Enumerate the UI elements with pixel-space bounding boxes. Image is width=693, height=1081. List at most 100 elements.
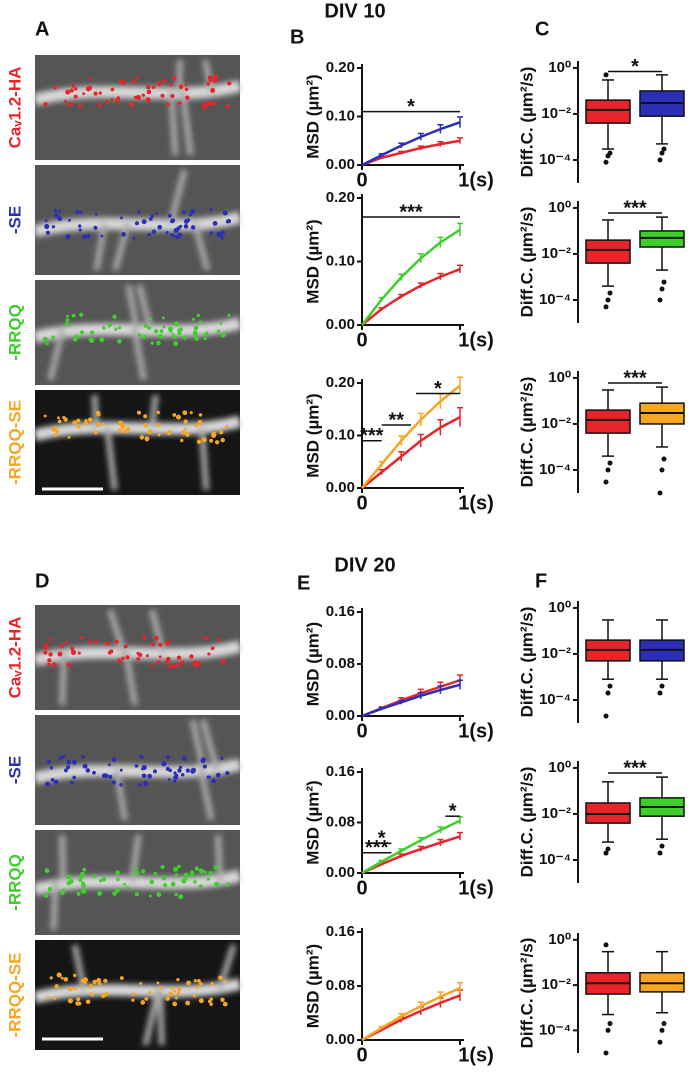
trajectory-dot xyxy=(88,640,92,644)
significance-label: * xyxy=(631,56,639,78)
trajectory-dot xyxy=(149,879,155,885)
box xyxy=(585,409,631,434)
trajectory-dot xyxy=(141,93,146,97)
trajectory-dot xyxy=(157,333,163,339)
trajectory-dot xyxy=(64,640,68,645)
trajectory-dot xyxy=(219,430,224,435)
trajectory-dot xyxy=(111,757,117,762)
trajectory-dot xyxy=(48,638,53,642)
trajectory-dot xyxy=(44,868,50,874)
trajectory-dot xyxy=(143,414,148,419)
x-tick-label: 0 xyxy=(356,169,367,191)
spine xyxy=(200,719,220,772)
trajectory-dot xyxy=(141,219,147,225)
trajectory-dot xyxy=(180,438,184,443)
trajectory-dot xyxy=(170,663,176,669)
msd-line xyxy=(361,994,461,1042)
trajectory-dot xyxy=(79,312,84,317)
trajectory-dot xyxy=(225,424,229,429)
trajectory-dot xyxy=(93,430,98,435)
trajectory-dot xyxy=(216,329,221,333)
outlier xyxy=(603,304,609,310)
spine xyxy=(131,328,147,381)
trajectory-dot xyxy=(217,638,221,642)
y-tick-label: 10⁰ xyxy=(548,931,571,948)
trajectory-dot xyxy=(116,877,120,882)
image-label: -RRQQ xyxy=(5,854,24,911)
trajectory-dot xyxy=(161,316,165,320)
trajectory-dot xyxy=(68,878,74,884)
outlier xyxy=(603,713,609,719)
trajectory-dot xyxy=(189,654,194,659)
trajectory-dot xyxy=(136,410,142,415)
trajectory-dot xyxy=(44,219,48,223)
trajectory-dot xyxy=(176,655,182,660)
trajectory-dot xyxy=(57,651,63,657)
trajectory-dot xyxy=(71,650,76,655)
y-axis-label: MSD (µm²) xyxy=(303,622,322,706)
trajectory-dot xyxy=(43,101,48,107)
trajectory-dot xyxy=(82,763,88,769)
y-tick-label: 0.10 xyxy=(326,107,355,124)
y-tick-label: 0.16 xyxy=(326,763,355,780)
trajectory-dot xyxy=(83,980,87,985)
trajectory-dot xyxy=(150,214,155,218)
trajectory-dot xyxy=(134,892,139,897)
trajectory-dot xyxy=(62,415,66,420)
trajectory-dot xyxy=(73,87,78,91)
trajectory-dot xyxy=(180,660,185,665)
trajectory-dot xyxy=(146,85,151,90)
trajectory-dot xyxy=(71,313,76,318)
trajectory-dot xyxy=(46,996,50,1000)
trajectory-dot xyxy=(80,635,84,639)
image-label: -RRQQ-SE xyxy=(5,953,24,1038)
outlier xyxy=(603,479,609,485)
msd-line xyxy=(361,835,461,875)
dendrite xyxy=(33,719,242,821)
outlier xyxy=(607,290,613,296)
msd-line xyxy=(361,139,461,167)
trajectory-dot xyxy=(188,212,193,217)
trajectory-dot xyxy=(119,768,123,772)
trajectory-dot xyxy=(183,224,189,229)
trajectory-dot xyxy=(134,764,139,768)
outlier xyxy=(603,72,609,78)
trajectory-dot xyxy=(58,756,63,761)
trajectory-dot xyxy=(210,88,216,93)
trajectory-dot xyxy=(117,338,122,344)
trajectory-dot xyxy=(97,891,103,897)
y-tick-label: 10⁻⁴ xyxy=(539,461,571,478)
dendrite xyxy=(33,394,242,491)
msd-line xyxy=(361,683,461,718)
trajectory-dot xyxy=(206,81,211,86)
msd-line xyxy=(361,384,461,489)
trajectory-dot xyxy=(171,76,177,81)
trajectory-dot xyxy=(76,997,81,1002)
trajectory-dot xyxy=(66,662,71,667)
y-tick-label: 10⁻⁴ xyxy=(539,151,571,168)
trajectory-dot xyxy=(207,75,213,81)
trajectory-dot xyxy=(136,657,140,661)
trajectory-dot xyxy=(135,94,141,100)
x-tick-label: 0 xyxy=(356,492,367,514)
y-axis-label: Diff.C. (µm²/s) xyxy=(517,207,536,318)
trajectory-dot xyxy=(199,981,203,986)
trajectory-dot xyxy=(123,882,127,886)
panel-letter: E xyxy=(297,572,310,594)
trajectory-dot xyxy=(47,662,51,667)
trajectory-dot xyxy=(194,336,199,341)
trajectory-dot xyxy=(132,80,137,85)
trajectory-dot xyxy=(67,435,71,439)
x-tick-label: 1(s) xyxy=(458,329,494,351)
trajectory-dot xyxy=(129,102,134,107)
outlier xyxy=(603,159,609,165)
trajectory-dot xyxy=(185,432,190,438)
outlier xyxy=(657,157,663,163)
trajectory-dot xyxy=(195,985,199,990)
trajectory-dot xyxy=(193,332,198,337)
trajectory-dot xyxy=(55,429,60,434)
image-label: Caᵥ1.2-HA xyxy=(5,617,24,699)
trajectory-dot xyxy=(186,980,191,986)
trajectory-dot xyxy=(151,229,157,234)
trajectory-dot xyxy=(66,765,71,770)
